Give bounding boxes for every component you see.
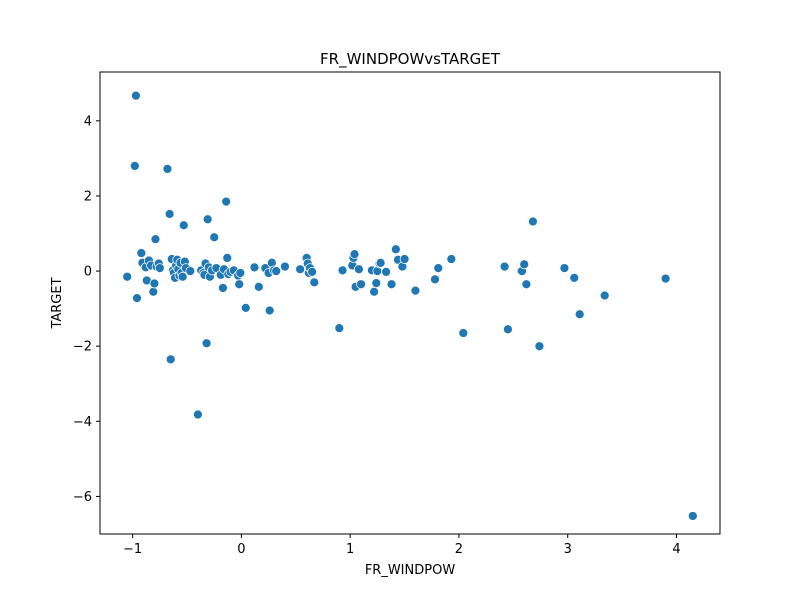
data-point — [264, 305, 275, 316]
data-point — [136, 248, 147, 258]
data-point — [185, 266, 196, 276]
data-point — [309, 277, 320, 288]
y-tick-label: 0 — [84, 265, 92, 280]
data-point — [433, 263, 444, 273]
y-tick-label: 4 — [84, 114, 92, 129]
data-point — [249, 262, 260, 273]
data-point — [599, 290, 610, 301]
data-point — [390, 244, 401, 255]
data-point — [386, 279, 397, 290]
x-tick-label: 3 — [564, 542, 572, 557]
data-point — [337, 265, 348, 276]
data-point — [446, 254, 457, 264]
data-point — [122, 271, 133, 282]
data-point — [519, 259, 530, 270]
data-point — [559, 263, 570, 273]
y-tick-label: −2 — [73, 340, 92, 355]
chart-title: FR_WINDPOWvsTARGET — [320, 50, 501, 69]
y-tick-label: −4 — [73, 415, 92, 430]
data-point — [154, 263, 165, 273]
data-point — [307, 266, 317, 277]
data-point — [193, 409, 203, 420]
data-point — [349, 249, 360, 260]
data-point — [295, 264, 306, 275]
data-point — [356, 279, 366, 290]
x-tick-label: 4 — [672, 542, 680, 557]
data-point — [569, 272, 580, 283]
data-point — [164, 209, 175, 219]
data-point — [253, 281, 264, 292]
data-point — [458, 328, 469, 338]
data-point — [334, 323, 345, 334]
data-point — [521, 279, 532, 290]
data-point — [150, 234, 161, 245]
y-axis-label: TARGET — [50, 277, 65, 329]
x-tick-label: 1 — [346, 542, 354, 557]
data-point — [209, 232, 220, 243]
data-point — [132, 293, 142, 303]
plot-frame — [99, 71, 721, 535]
data-point — [354, 264, 364, 275]
data-point — [687, 511, 698, 521]
data-point — [375, 257, 386, 268]
data-point — [369, 286, 379, 297]
data-point — [430, 274, 440, 285]
data-point — [271, 266, 282, 276]
y-tick-label: 2 — [84, 189, 92, 204]
data-point — [240, 303, 251, 313]
data-point — [218, 283, 228, 293]
data-point — [201, 338, 212, 349]
data-point — [221, 196, 232, 207]
axis-ticks: −1 0 1 2 3 4 −6 −4 −2 0 2 4 — [73, 114, 681, 557]
data-point — [235, 268, 246, 278]
y-tick-label: −6 — [73, 490, 92, 505]
data-point — [222, 253, 233, 263]
data-point — [148, 286, 159, 297]
data-point — [177, 271, 188, 282]
data-point — [149, 278, 160, 289]
x-tick-label: 0 — [237, 542, 245, 557]
data-point — [528, 216, 538, 227]
x-axis-label: FR_WINDPOW — [365, 563, 456, 578]
data-point — [131, 90, 141, 101]
data-point — [399, 254, 410, 264]
x-tick-label: 2 — [455, 542, 463, 557]
data-point — [178, 220, 189, 231]
data-point — [534, 341, 545, 352]
data-points — [122, 90, 698, 521]
data-point — [381, 266, 391, 277]
data-point — [371, 278, 382, 288]
data-point — [129, 161, 140, 171]
data-point — [202, 214, 213, 225]
data-point — [165, 354, 176, 365]
data-point — [280, 261, 290, 272]
data-point — [234, 279, 245, 290]
data-point — [574, 309, 585, 320]
data-point — [499, 261, 510, 272]
x-tick-label: −1 — [123, 542, 142, 557]
data-point — [410, 285, 421, 296]
data-point — [660, 273, 671, 284]
data-point — [162, 164, 173, 174]
data-point — [503, 324, 513, 335]
